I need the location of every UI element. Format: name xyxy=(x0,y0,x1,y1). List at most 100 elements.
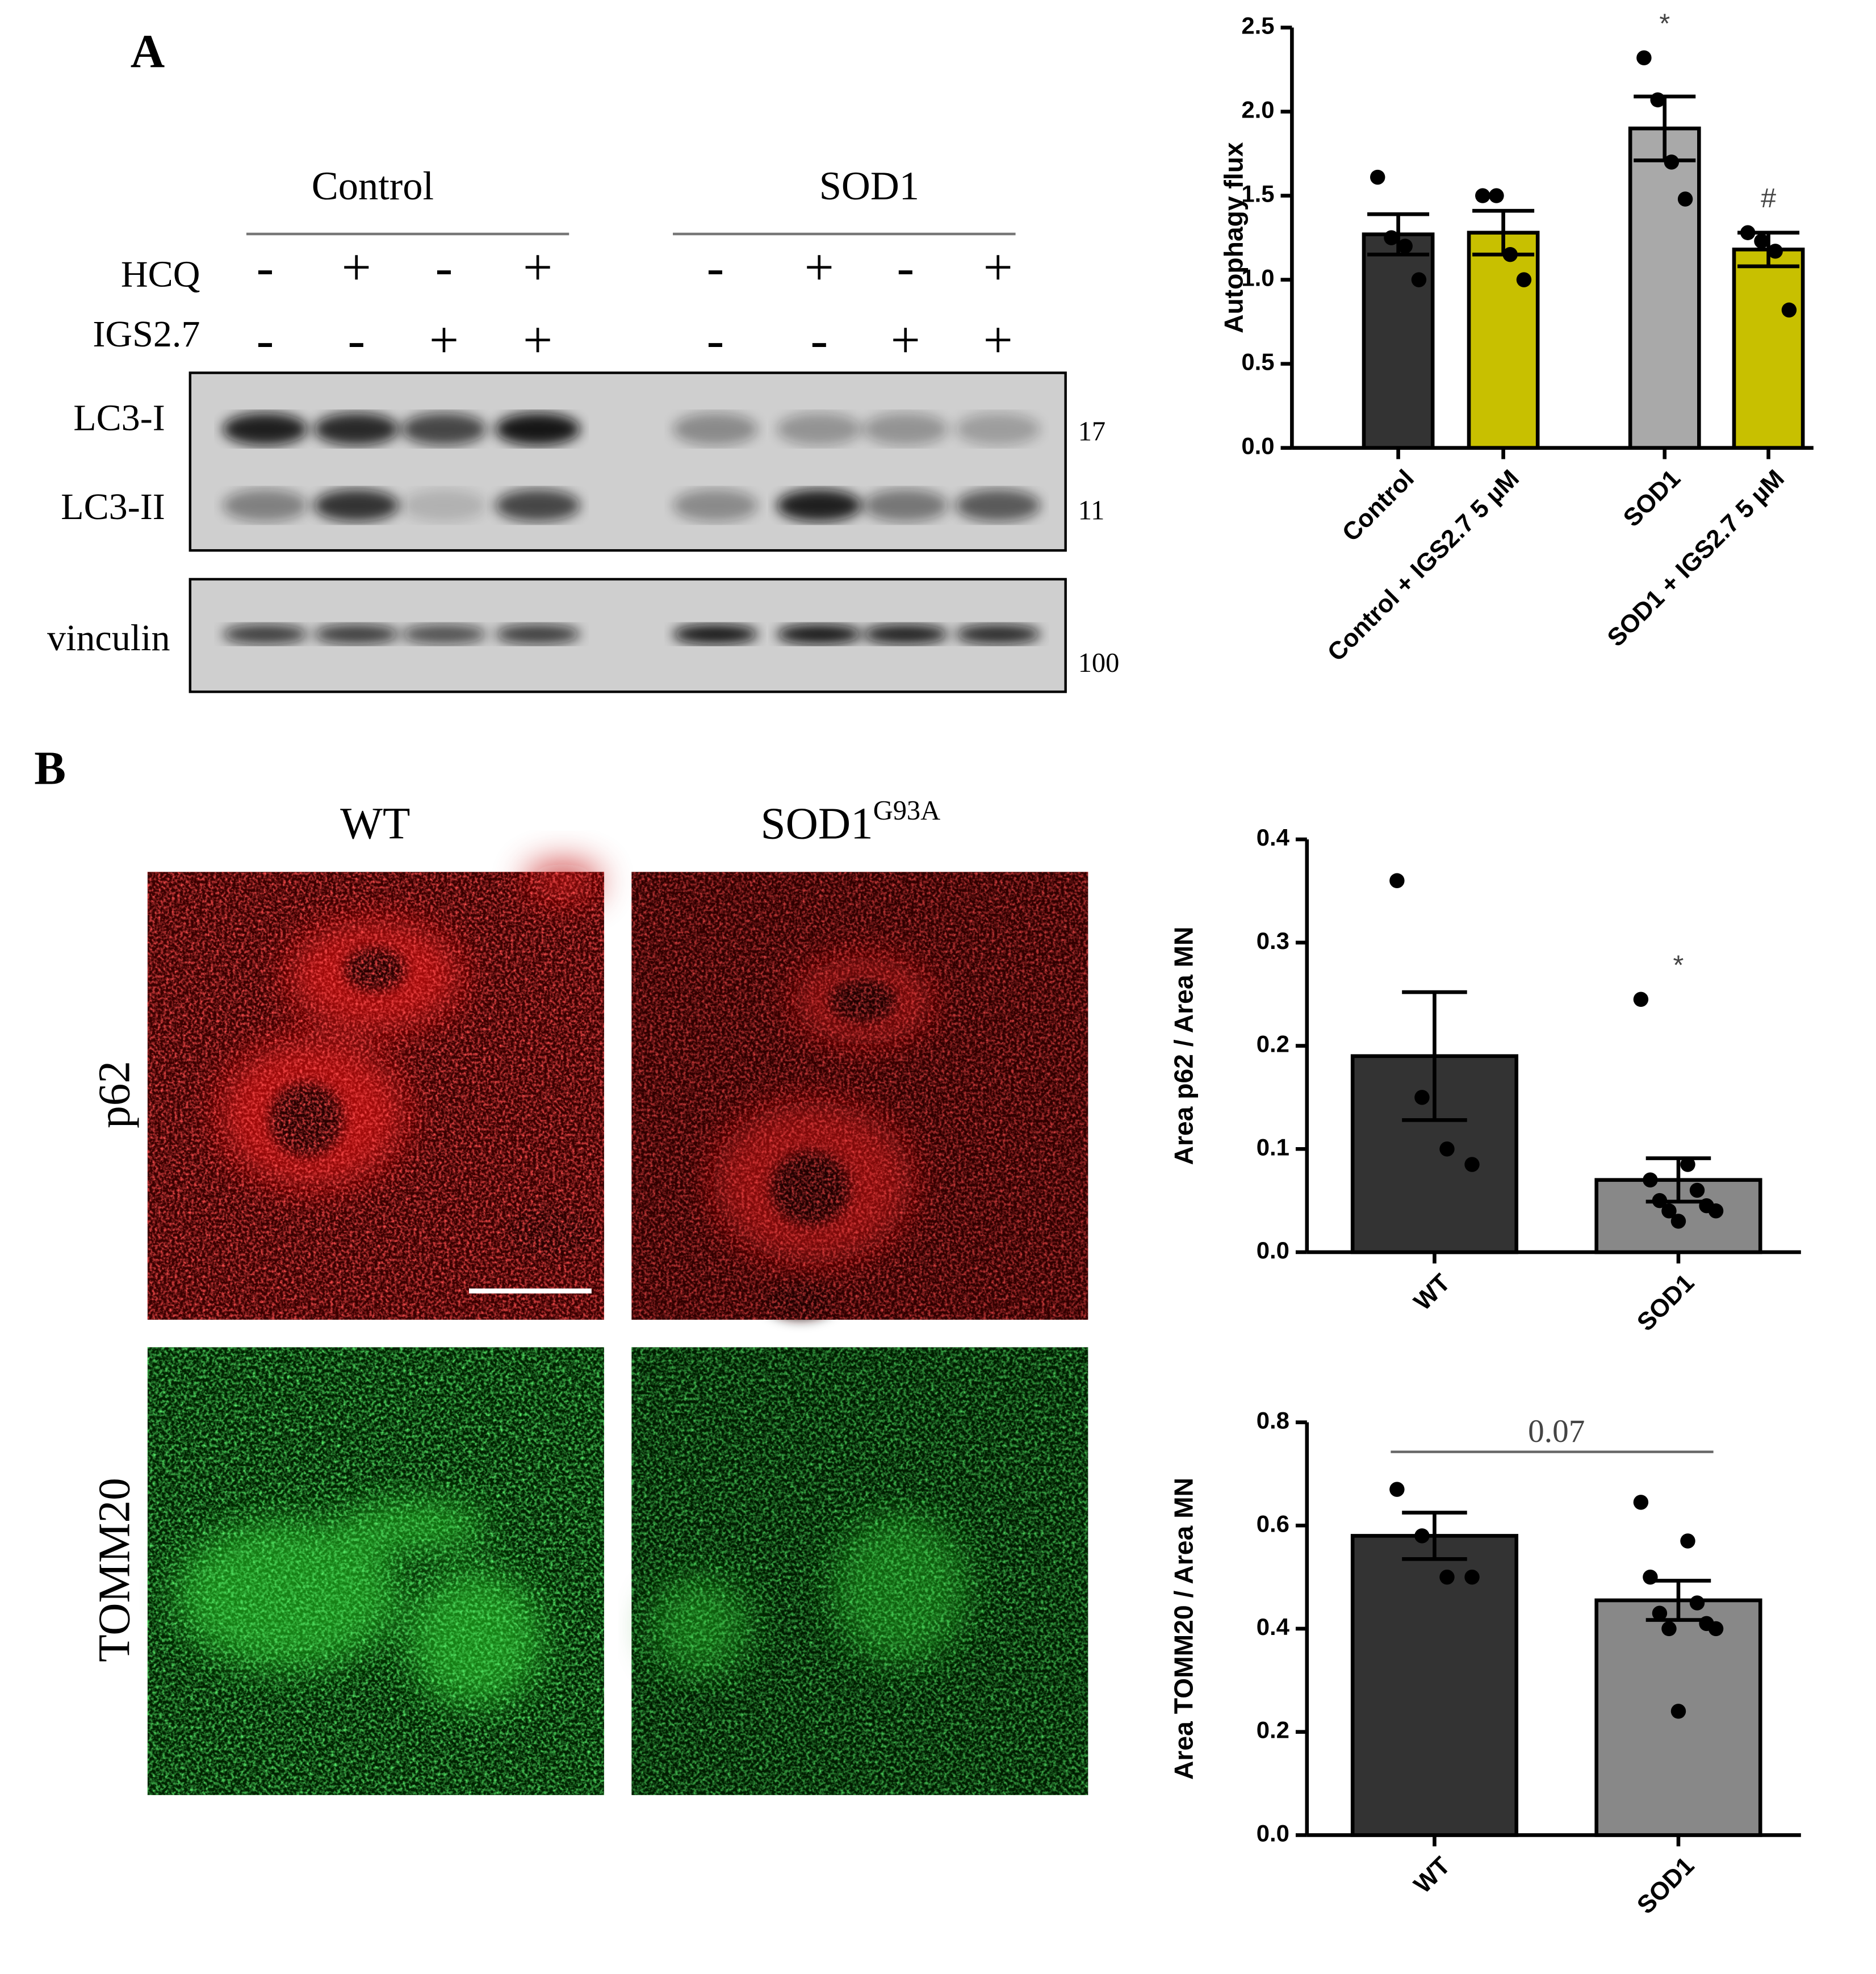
data-point xyxy=(1643,1172,1658,1187)
y-tick-label: 0.5 xyxy=(1241,349,1274,375)
y-tick-label: 0.0 xyxy=(1241,433,1274,459)
band xyxy=(862,489,948,522)
lane-sign: + xyxy=(429,311,459,369)
y-tick-label: 0.4 xyxy=(1257,824,1290,851)
panel-label: A xyxy=(131,25,165,78)
x-tick-label: SOD1 + IGS2.7 5 µM xyxy=(1602,465,1789,652)
data-point xyxy=(1502,246,1518,262)
band xyxy=(223,412,308,446)
y-tick-label: 2.5 xyxy=(1241,12,1274,39)
data-point xyxy=(1708,1203,1724,1219)
row-label: TOMM20 xyxy=(89,1478,139,1662)
row-label: p62 xyxy=(89,1061,139,1128)
data-point xyxy=(1689,1595,1705,1611)
image-p62-sod1 xyxy=(631,872,1088,1320)
x-tick-label: WT xyxy=(1409,1269,1456,1316)
y-axis-label: Area TOMM20 / Area MN xyxy=(1169,1478,1198,1780)
lane-sign: + xyxy=(983,311,1013,369)
band xyxy=(862,624,948,645)
error-bar xyxy=(1402,990,1467,1122)
error-bar xyxy=(1402,1511,1467,1561)
data-point xyxy=(1677,191,1693,207)
row-label: IGS2.7 xyxy=(93,313,200,355)
data-point xyxy=(1670,1214,1686,1229)
band xyxy=(955,489,1041,522)
western-blot: Control SOD1 HCQ IGS2.7 LC3-I LC3-II vin… xyxy=(47,164,1119,693)
data-point xyxy=(1384,230,1399,245)
data-point xyxy=(1754,233,1769,249)
x-tick-label: Control + IGS2.7 5 µM xyxy=(1322,465,1525,667)
data-point xyxy=(1664,154,1680,170)
data-point xyxy=(1633,1495,1649,1510)
data-point xyxy=(1516,272,1532,287)
lane-sign: + xyxy=(805,239,834,297)
row-label: HCQ xyxy=(121,253,200,295)
x-tick-label: WT xyxy=(1409,1851,1456,1898)
data-point xyxy=(1389,1482,1405,1497)
data-point xyxy=(1708,1621,1724,1637)
lane-sign: - xyxy=(707,239,725,297)
lane-sign: - xyxy=(347,311,365,369)
band xyxy=(673,624,758,645)
band xyxy=(862,412,948,446)
significance-marker: * xyxy=(1659,8,1670,39)
y-axis-label: Area p62 / Area MN xyxy=(1169,927,1198,1165)
lane-sign: - xyxy=(436,239,453,297)
band-label: LC3-II xyxy=(61,486,165,528)
y-tick-label: 1.5 xyxy=(1241,181,1274,207)
band xyxy=(223,624,308,645)
bar xyxy=(1732,248,1805,450)
chart: Area p62 / Area MN 0.0 0.1 0.2 0.3 0.4 WT SOD1 * xyxy=(1169,824,1801,1337)
data-point xyxy=(1652,1193,1668,1208)
data-point xyxy=(1768,244,1783,259)
band xyxy=(313,489,399,522)
data-point xyxy=(1370,169,1385,185)
lane-sign: - xyxy=(707,311,725,369)
data-point xyxy=(1643,1569,1658,1585)
lane-sign: - xyxy=(257,239,274,297)
band xyxy=(495,624,581,645)
data-point xyxy=(1439,1569,1455,1585)
mw-marker: 11 xyxy=(1078,495,1105,525)
mw-marker: 17 xyxy=(1078,417,1106,447)
band xyxy=(401,489,487,522)
bar xyxy=(1362,232,1435,450)
chart: Area TOMM20 / Area MN 0.0 0.2 0.4 0.6 0.8 WT SO… xyxy=(1169,1407,1801,1919)
data-point xyxy=(1670,1704,1686,1719)
y-tick-label: 0.8 xyxy=(1257,1407,1289,1434)
data-point xyxy=(1680,1533,1695,1549)
band xyxy=(673,412,758,446)
image-tomm20-wt xyxy=(147,1347,604,1795)
y-tick-label: 0.2 xyxy=(1257,1717,1289,1743)
lane-sign: + xyxy=(523,239,552,297)
lane-sign: + xyxy=(983,239,1013,297)
data-point xyxy=(1652,1605,1668,1621)
blot-membrane xyxy=(189,371,1067,552)
y-tick-label: 0.1 xyxy=(1257,1134,1289,1160)
data-point xyxy=(1661,1621,1677,1637)
band xyxy=(223,489,308,522)
band xyxy=(673,489,758,522)
data-point xyxy=(1475,188,1490,203)
band xyxy=(313,412,399,446)
bar xyxy=(1350,1534,1519,1837)
band-label: vinculin xyxy=(47,617,170,659)
y-tick-label: 0.3 xyxy=(1257,927,1289,954)
column-label: SOD1G93A xyxy=(760,796,940,849)
data-point xyxy=(1414,1090,1430,1105)
data-point xyxy=(1636,50,1652,66)
band xyxy=(955,412,1041,446)
bar xyxy=(1467,231,1540,450)
band xyxy=(401,624,487,645)
bracket-label: 0.07 xyxy=(1528,1413,1585,1449)
x-tick-label: SOD1 xyxy=(1618,465,1686,532)
band xyxy=(401,412,487,446)
data-point xyxy=(1411,272,1427,287)
lane-sign: + xyxy=(891,311,920,369)
data-point xyxy=(1633,992,1649,1007)
column-label: WT xyxy=(340,798,410,848)
y-tick-label: 1.0 xyxy=(1241,265,1274,291)
data-point xyxy=(1464,1569,1480,1585)
panel-label: B xyxy=(34,742,66,795)
